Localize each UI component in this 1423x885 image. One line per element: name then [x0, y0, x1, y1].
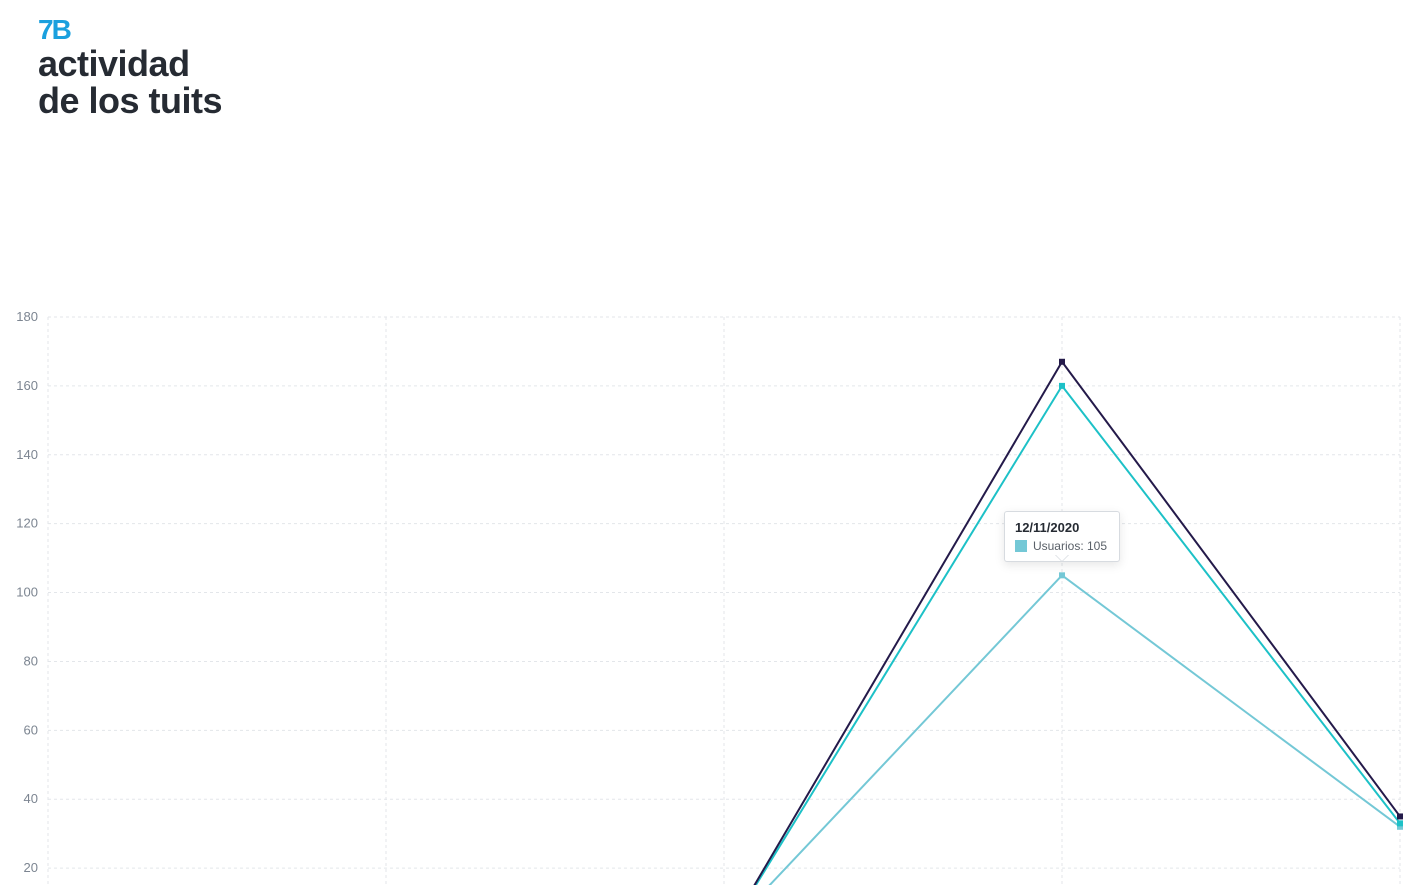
- title-line-1: actividad: [38, 43, 190, 84]
- svg-text:180: 180: [16, 309, 38, 324]
- title-line-2: de los tuits: [38, 80, 222, 121]
- line-chart: 02040608010012014016018012/11/202012/11/…: [0, 147, 1423, 885]
- logo: 7B: [38, 16, 1423, 44]
- svg-text:20: 20: [24, 861, 38, 876]
- header: 7B actividad de los tuits: [0, 0, 1423, 119]
- tooltip-swatch: [1015, 540, 1027, 552]
- svg-text:80: 80: [24, 654, 38, 669]
- chart-tooltip: 12/11/2020 Usuarios: 105: [1004, 511, 1120, 562]
- svg-text:100: 100: [16, 585, 38, 600]
- svg-text:120: 120: [16, 516, 38, 531]
- tooltip-value: Usuarios: 105: [1033, 539, 1107, 553]
- tooltip-title: 12/11/2020: [1015, 520, 1107, 535]
- chart-container: 02040608010012014016018012/11/202012/11/…: [0, 147, 1423, 885]
- svg-text:40: 40: [24, 792, 38, 807]
- page-title: actividad de los tuits: [38, 46, 1423, 119]
- svg-text:60: 60: [24, 723, 38, 738]
- svg-text:140: 140: [16, 447, 38, 462]
- svg-text:160: 160: [16, 378, 38, 393]
